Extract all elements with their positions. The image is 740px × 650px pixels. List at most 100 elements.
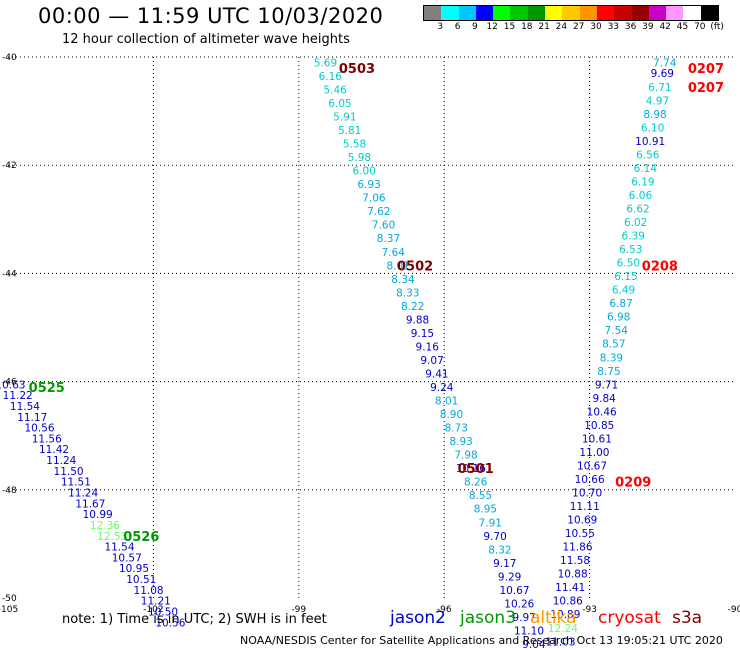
credit-line: NOAA/NESDIS Center for Satellite Applica… <box>240 634 723 647</box>
wave-height-value: 10.50 <box>148 607 178 619</box>
pass-time-label: 0209 <box>615 476 651 491</box>
wave-height-value: 11.86 <box>562 542 592 554</box>
wave-height-value: 5.58 <box>343 139 366 151</box>
wave-height-value: 11.54 <box>104 542 134 554</box>
color-scale-label: 70 <box>694 22 706 32</box>
legend-cryosat: cryosat <box>598 608 661 628</box>
wave-height-value: 5.69 <box>314 57 337 69</box>
wave-height-value: 9.84 <box>592 393 616 405</box>
wave-height-value: 8.32 <box>488 544 511 556</box>
wave-height-value: 8.34 <box>391 274 415 286</box>
color-swatch <box>614 6 632 20</box>
wave-height-value: 6.53 <box>619 244 642 256</box>
y-tick-label: -42 <box>2 161 17 171</box>
wave-height-value: 8.57 <box>602 339 625 351</box>
color-scale-label: 21 <box>538 22 550 32</box>
color-swatch <box>579 6 597 20</box>
x-tick-label: -90 <box>728 605 740 615</box>
y-tick-label: -40 <box>2 53 17 63</box>
legend-jason2: jason2 <box>390 608 446 628</box>
footer-note: note: 1) Time is in UTC; 2) SWH is in fe… <box>62 612 327 627</box>
wave-height-value: 10.55 <box>565 528 595 540</box>
wave-height-value: 6.06 <box>629 190 653 202</box>
color-swatch <box>700 6 719 20</box>
color-swatch <box>596 6 615 20</box>
wave-height-value: 9.07 <box>420 355 443 367</box>
wave-height-value: 9.15 <box>411 328 434 340</box>
x-tick-label: -105 <box>0 605 18 615</box>
wave-height-value: 11.50 <box>54 466 84 478</box>
wave-height-value: 11.42 <box>39 444 69 456</box>
legend-altika: altika <box>530 608 577 628</box>
wave-height-value: 10.99 <box>83 509 113 521</box>
wave-height-value: 8.95 <box>474 504 497 516</box>
wave-height-value: 10.91 <box>635 136 665 148</box>
color-swatch <box>648 6 667 20</box>
wave-height-value: 10.88 <box>558 569 588 581</box>
wave-height-value: 10.56 <box>155 617 185 629</box>
wave-height-value: 11.08 <box>134 585 164 597</box>
color-swatch <box>683 6 701 20</box>
wave-height-value: 11.17 <box>17 412 47 424</box>
wave-height-value: 8.33 <box>396 287 419 299</box>
wave-height-value: 6.87 <box>609 298 632 310</box>
wave-height-value: 12.24 <box>548 623 578 635</box>
wave-height-value: 10.57 <box>112 552 142 564</box>
wave-height-value: 10.67 <box>577 460 607 472</box>
wave-height-value: 8.90 <box>440 409 463 421</box>
wave-height-value: 8.73 <box>445 423 468 435</box>
color-swatch <box>475 6 494 20</box>
color-scale-label: 12 <box>486 22 498 32</box>
color-scale-label: 6 <box>454 22 461 32</box>
wave-height-value: 11.00 <box>579 447 609 459</box>
wave-height-value: 10.66 <box>575 474 605 486</box>
wave-height-value: 8.37 <box>377 233 400 245</box>
wave-height-value: 9.41 <box>425 368 448 380</box>
wave-height-value: 6.56 <box>636 149 660 161</box>
wave-height-value: 6.62 <box>626 203 649 215</box>
wave-height-value: 10.85 <box>584 420 614 432</box>
wave-height-value: 11.56 <box>32 433 62 445</box>
wave-height-value: 8.01 <box>435 396 458 408</box>
wave-height-value: 10.56 <box>24 423 54 435</box>
map-title: 00:00 — 11:59 UTC 10/03/2020 <box>38 4 384 28</box>
color-scale-bar <box>423 5 720 21</box>
y-tick-label: -46 <box>2 378 17 388</box>
color-scale-label: 27 <box>572 22 585 32</box>
wave-height-value: 6.14 <box>634 163 658 175</box>
color-swatch <box>562 6 580 20</box>
wave-height-value: 9.24 <box>430 382 454 394</box>
wave-height-value: 11.67 <box>75 498 105 510</box>
wave-height-value: 10.63 <box>0 379 25 391</box>
wave-height-value: 6.05 <box>328 98 351 110</box>
wave-height-value: 10.51 <box>126 574 156 586</box>
wave-height-value: 10.86 <box>553 596 583 608</box>
wave-height-value: 11.21 <box>141 596 171 608</box>
color-swatch <box>631 6 649 20</box>
y-tick-label: -44 <box>2 269 17 279</box>
color-scale-label: 36 <box>624 22 637 32</box>
color-scale-label: 30 <box>590 22 602 32</box>
pass-time-label: 0207 <box>688 62 724 77</box>
wave-height-value: 6.10 <box>641 122 664 134</box>
wave-height-value: 10.69 <box>567 515 597 527</box>
wave-height-value: 12.53 <box>97 531 127 543</box>
wave-height-value: 5.91 <box>333 112 356 124</box>
wave-height-value: 6.16 <box>319 71 343 83</box>
x-tick-label: -96 <box>437 605 452 615</box>
wave-height-value: 11.41 <box>555 582 585 594</box>
y-tick-label: -50 <box>2 594 17 604</box>
wave-height-value: 9.69 <box>651 68 674 80</box>
wave-height-value: 10.67 <box>499 585 529 597</box>
color-scale-label: 33 <box>607 22 620 32</box>
wave-height-value: 7.74 <box>653 57 677 69</box>
wave-height-value: 11.22 <box>3 390 33 402</box>
wave-height-value: 11.58 <box>560 555 590 567</box>
color-scale-label: 15 <box>503 22 516 32</box>
wave-height-value: 6.39 <box>622 231 645 243</box>
color-swatch <box>424 6 442 20</box>
wave-height-value: 8.26 <box>464 477 488 489</box>
wave-height-value: 9.17 <box>493 558 516 570</box>
color-scale-label: 3 <box>437 22 444 32</box>
